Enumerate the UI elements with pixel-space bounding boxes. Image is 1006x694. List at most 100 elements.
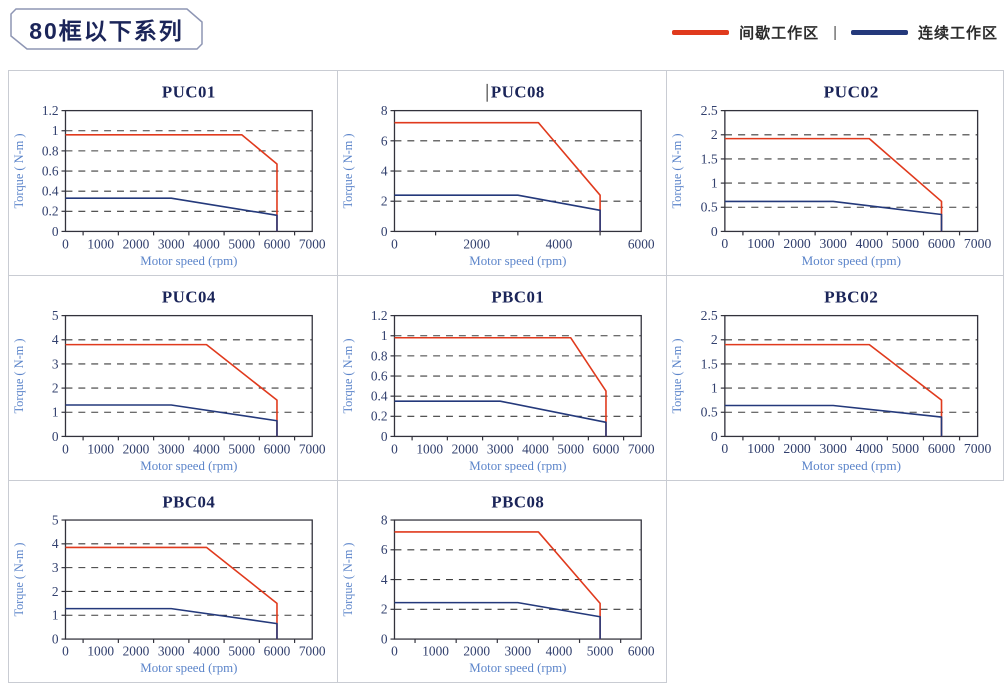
- y-tick-label: 0: [52, 429, 59, 444]
- y-tick-label: 4: [381, 163, 388, 178]
- plot-frame: [64, 109, 313, 233]
- panel-puc08: PUC08 0 2 4 6 8 0 2000 4000 6000 Motor speed (rpm)…: [338, 70, 667, 276]
- y-tick-label: 2: [52, 584, 59, 599]
- x-tick-label: 6000: [264, 441, 291, 456]
- x-tick-label: 0: [391, 236, 398, 251]
- series-intermittent: [724, 343, 943, 437]
- series-intermittent: [724, 137, 943, 232]
- x-tick-label: 7000: [628, 441, 655, 456]
- y-axis-label: Torque ( N-m ): [341, 543, 355, 617]
- x-tick-label: 1000: [422, 644, 449, 659]
- legend-swatch-continuous: [850, 30, 908, 35]
- x-axis-label: Motor speed (rpm): [469, 254, 566, 268]
- y-axis-label: Torque ( N-m ): [670, 339, 684, 414]
- plot-frame: [393, 109, 642, 233]
- x-tick-label: 7000: [299, 644, 326, 659]
- y-tick-label: 2: [52, 381, 59, 396]
- x-tick-label: 1000: [416, 441, 443, 456]
- y-tick-label: 1.2: [42, 103, 59, 118]
- series-continuous: [65, 197, 278, 232]
- x-axis-label: Motor speed (rpm): [469, 661, 566, 675]
- series-intermittent: [394, 336, 607, 437]
- y-tick-label: 8: [381, 513, 388, 528]
- panel-puc04: PUC04 0 1 2 3 4 5 0 1000 2000 3000 4000 5000 6000 7000…: [8, 276, 338, 481]
- legend-label-intermittent: 间歇工作区: [739, 25, 820, 42]
- y-tick-label: 2: [711, 332, 718, 347]
- x-tick-label: 4000: [193, 236, 220, 251]
- x-tick-label: 4000: [193, 441, 220, 456]
- x-tick-label: 3000: [158, 441, 185, 456]
- x-tick-label: 1000: [87, 236, 114, 251]
- series-badge-label: 80框以下系列: [29, 18, 184, 44]
- x-tick-label: 4000: [193, 644, 220, 659]
- x-tick-label: 6000: [264, 236, 291, 251]
- y-tick-label: 2: [711, 127, 718, 142]
- y-tick-label: 2: [381, 194, 388, 209]
- y-axis-label: Torque ( N-m ): [670, 134, 684, 209]
- series-intermittent: [65, 133, 278, 232]
- y-tick-label: 0: [381, 429, 388, 444]
- x-tick-label: 1000: [87, 441, 114, 456]
- x-tick-label: 2000: [783, 441, 811, 456]
- y-axis-label: Torque ( N-m ): [341, 133, 355, 208]
- x-tick-label: 0: [62, 236, 69, 251]
- series-intermittent: [65, 546, 278, 640]
- y-tick-label: 2.5: [701, 103, 718, 118]
- chart-canvas-pbc02: PBC02 0 0.5 1 1.5 2 2.5 0 1000 2000 3000 4000 5000 60…: [670, 288, 991, 473]
- x-tick-label: 5000: [228, 441, 255, 456]
- y-tick-label: 0.5: [701, 200, 718, 215]
- x-tick-label: 2000: [783, 236, 811, 251]
- y-axis-label: Torque ( N-m ): [12, 133, 26, 208]
- x-tick-label: 0: [721, 236, 728, 251]
- x-tick-label: 6000: [593, 441, 620, 456]
- series-intermittent: [394, 121, 601, 232]
- chart-canvas-pbc04: PBC04 0 1 2 3 4 5 0 1000 2000 3000 4000 5000 6000 7000…: [12, 492, 326, 675]
- x-tick-label: 4000: [856, 236, 884, 251]
- y-tick-label: 0.8: [371, 348, 388, 363]
- y-tick-label: 0: [52, 632, 59, 647]
- chart-title: PBC08: [491, 492, 544, 511]
- y-tick-label: 8: [381, 103, 388, 118]
- x-tick-label: 6000: [928, 236, 956, 251]
- panel-pbc08: PBC08 0 2 4 6 8 0 1000 2000 3000 4000 5000 6000 Motor…: [338, 481, 667, 683]
- y-tick-label: 1: [52, 405, 59, 420]
- y-tick-label: 0.4: [371, 389, 388, 404]
- badge-outline: [10, 8, 203, 50]
- panel-empty: [667, 481, 1004, 683]
- plot-frame: [393, 314, 642, 438]
- x-tick-label: 2000: [123, 644, 150, 659]
- y-tick-label: 2: [381, 602, 388, 617]
- series-intermittent: [394, 531, 601, 640]
- x-tick-label: 2000: [463, 644, 490, 659]
- y-tick-label: 3: [52, 356, 59, 371]
- x-tick-label: 1000: [747, 236, 775, 251]
- chart-title: PBC01: [491, 288, 544, 307]
- y-tick-label: 4: [381, 572, 388, 587]
- series-continuous: [394, 400, 607, 437]
- x-axis-label: Motor speed (rpm): [140, 459, 237, 473]
- y-tick-label: 0.8: [42, 143, 59, 158]
- chart-title: PBC04: [162, 492, 215, 511]
- x-tick-label: 7000: [299, 441, 326, 456]
- x-tick-label: 5000: [228, 644, 255, 659]
- y-tick-label: 1: [711, 381, 718, 396]
- y-axis-label: Torque ( N-m ): [341, 338, 355, 413]
- x-tick-label: 5000: [228, 236, 255, 251]
- x-tick-label: 2000: [123, 441, 150, 456]
- y-tick-label: 1: [52, 608, 59, 623]
- y-tick-label: 0.2: [371, 409, 388, 424]
- x-tick-label: 2000: [463, 236, 490, 251]
- legend-label-continuous: 连续工作区: [917, 25, 998, 42]
- x-tick-label: 1000: [87, 644, 114, 659]
- series-continuous: [65, 607, 278, 640]
- chart-canvas-pbc01: PBC01 0 0.2 0.4 0.6 0.8 1 1.2 0 1000 2000 3000 4000 5…: [341, 288, 655, 473]
- x-tick-label: 3000: [487, 441, 514, 456]
- y-tick-label: 2.5: [701, 308, 718, 323]
- y-tick-label: 0.6: [42, 163, 59, 178]
- x-tick-label: 0: [391, 644, 398, 659]
- x-axis-label: Motor speed (rpm): [140, 661, 237, 675]
- x-tick-label: 3000: [820, 441, 848, 456]
- chart-grid: PUC01 0 0.2 0.4 0.6 0.8 1 1.2 0 1000 2000 3000 4000 5…: [8, 70, 1004, 683]
- x-tick-label: 3000: [820, 236, 848, 251]
- x-tick-label: 6000: [628, 644, 655, 659]
